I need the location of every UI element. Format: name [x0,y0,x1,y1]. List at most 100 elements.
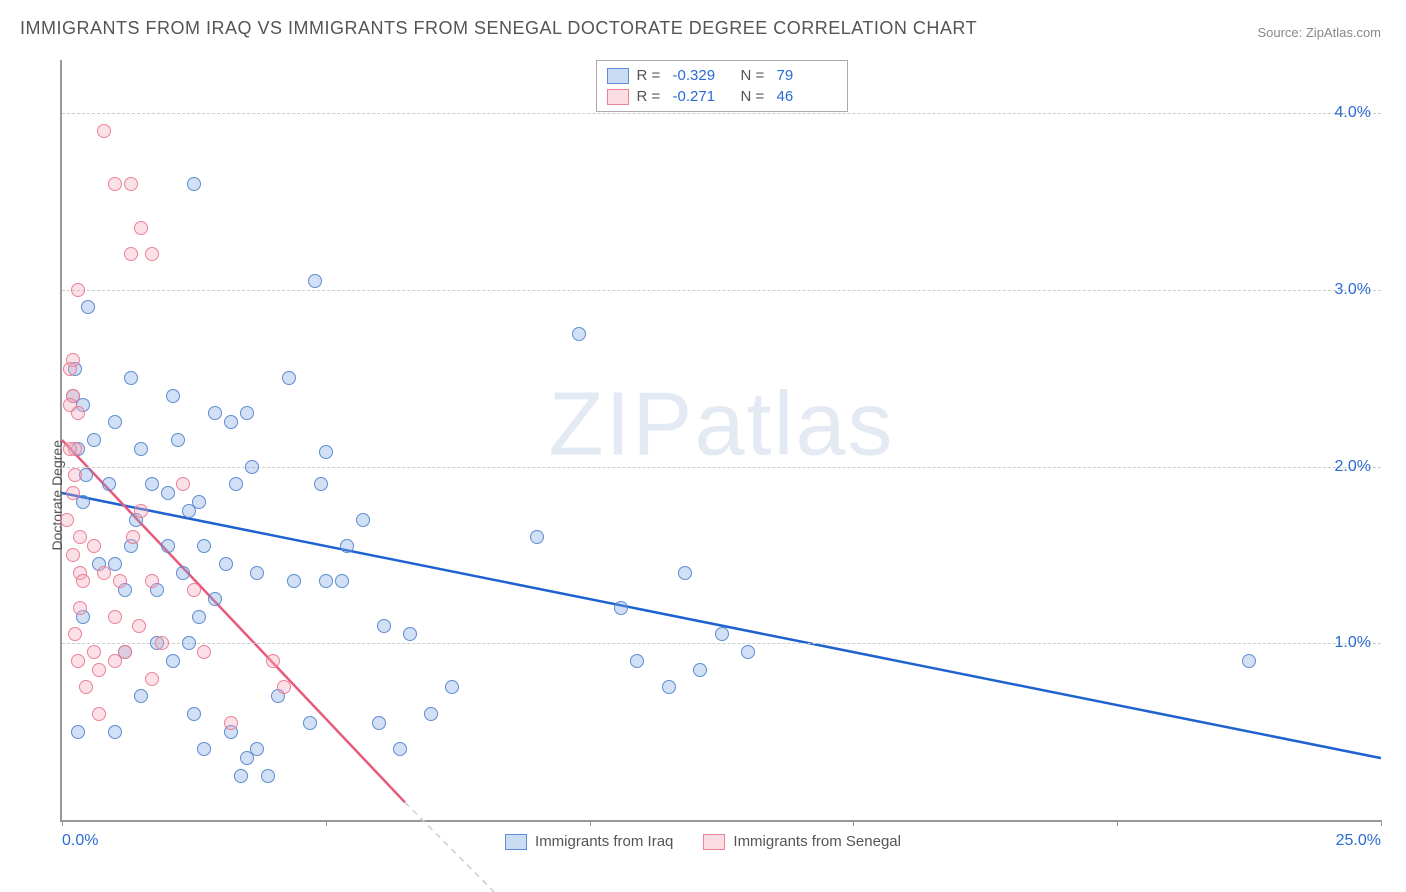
data-point [182,636,196,650]
data-point [71,725,85,739]
data-point [145,477,159,491]
data-point [187,583,201,597]
data-point [197,742,211,756]
data-point [678,566,692,580]
legend-swatch [505,834,527,850]
legend-item: Immigrants from Senegal [703,833,901,850]
data-point [240,406,254,420]
gridline [62,113,1381,114]
data-point [715,627,729,641]
data-point [60,513,74,527]
data-point [308,274,322,288]
data-point [108,177,122,191]
legend-series: Immigrants from Iraq Immigrants from Sene… [505,833,901,850]
data-point [132,619,146,633]
data-point [66,486,80,500]
data-point [234,769,248,783]
trend-line [405,802,511,892]
data-point [741,645,755,659]
data-point [266,654,280,668]
data-point [76,574,90,588]
data-point [108,415,122,429]
data-point [113,574,127,588]
plot-area: ZIPatlas Doctorate Degree R =-0.329N =79… [60,60,1381,822]
data-point [92,707,106,721]
data-point [118,645,132,659]
data-point [250,566,264,580]
data-point [208,406,222,420]
data-point [630,654,644,668]
y-tick-label: 1.0% [1335,634,1371,652]
data-point [68,468,82,482]
data-point [134,689,148,703]
legend-swatch [703,834,725,850]
legend-label: Immigrants from Senegal [733,833,901,850]
source-credit: Source: ZipAtlas.com [1257,25,1381,40]
legend-label: Immigrants from Iraq [535,833,673,850]
data-point [261,769,275,783]
data-point [79,680,93,694]
data-point [73,530,87,544]
data-point [102,477,116,491]
data-point [192,495,206,509]
trend-lines-layer [62,60,1381,820]
data-point [229,477,243,491]
data-point [124,371,138,385]
data-point [187,707,201,721]
data-point [572,327,586,341]
x-tick-mark [1117,820,1118,826]
data-point [87,645,101,659]
data-point [124,177,138,191]
data-point [87,539,101,553]
data-point [71,283,85,297]
x-tick-mark [1381,820,1382,826]
data-point [377,619,391,633]
gridline [62,643,1381,644]
data-point [166,654,180,668]
data-point [240,751,254,765]
data-point [134,221,148,235]
data-point [63,398,77,412]
data-point [145,574,159,588]
data-point [208,592,222,606]
data-point [219,557,233,571]
data-point [97,124,111,138]
data-point [245,460,259,474]
data-point [662,680,676,694]
data-point [393,742,407,756]
data-point [424,707,438,721]
data-point [124,247,138,261]
data-point [314,477,328,491]
data-point [356,513,370,527]
data-point [614,601,628,615]
data-point [87,433,101,447]
x-tick-mark [590,820,591,826]
data-point [277,680,291,694]
gridline [62,467,1381,468]
data-point [68,627,82,641]
legend-item: Immigrants from Iraq [505,833,673,850]
chart-container: ZIPatlas Doctorate Degree R =-0.329N =79… [20,50,1386,862]
data-point [176,566,190,580]
x-axis-max-label: 25.0% [1336,832,1381,850]
data-point [372,716,386,730]
data-point [97,566,111,580]
data-point [108,725,122,739]
data-point [319,445,333,459]
data-point [319,574,333,588]
data-point [340,539,354,553]
x-tick-mark [326,820,327,826]
data-point [224,716,238,730]
data-point [403,627,417,641]
x-axis-min-label: 0.0% [62,832,98,850]
data-point [282,371,296,385]
data-point [92,663,106,677]
data-point [66,548,80,562]
y-tick-label: 4.0% [1335,104,1371,122]
data-point [63,362,77,376]
data-point [166,389,180,403]
data-point [108,610,122,624]
gridline [62,290,1381,291]
data-point [145,247,159,261]
data-point [1242,654,1256,668]
